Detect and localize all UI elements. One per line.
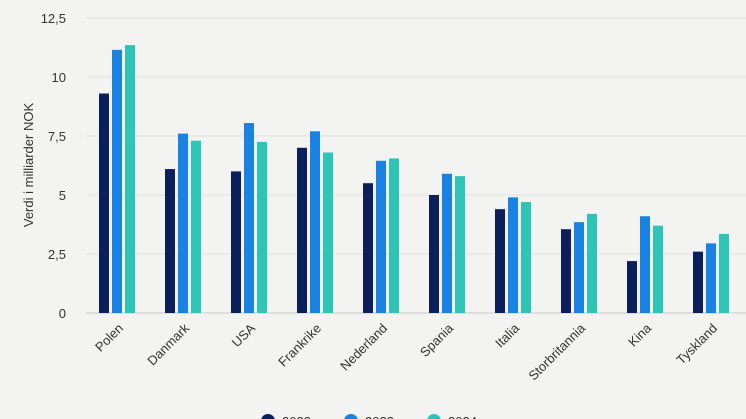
bar-2022-kina[interactable] <box>627 261 637 313</box>
y-tick-label: 5 <box>59 188 66 203</box>
bar-2023-frankrike[interactable] <box>310 131 320 313</box>
legend-item-2022[interactable]: 2022 <box>261 414 311 419</box>
bar-2024-nederland[interactable] <box>389 158 399 313</box>
y-tick-label: 2,5 <box>48 247 66 262</box>
bar-2024-kina[interactable] <box>653 225 663 313</box>
bar-2023-italia[interactable] <box>508 197 518 313</box>
bar-2024-italia[interactable] <box>521 202 531 313</box>
bar-2024-usa[interactable] <box>257 141 267 313</box>
bar-2022-polen[interactable] <box>99 93 109 314</box>
bar-2022-usa[interactable] <box>231 171 241 313</box>
bar-2023-polen[interactable] <box>112 49 122 314</box>
bar-2024-danmark[interactable] <box>191 140 201 313</box>
x-tick-label: Spania <box>417 320 457 360</box>
bar-2023-nederland[interactable] <box>376 160 386 313</box>
x-tick-label: Tyskland <box>673 321 720 368</box>
legend-item-2024[interactable]: 2024 <box>427 414 477 419</box>
y-axis: 0 2,5 5 7,5 10 12,5 <box>41 11 66 321</box>
bar-2023-tyskland[interactable] <box>706 243 716 313</box>
legend-label: 2022 <box>282 414 311 419</box>
bar-2023-storbritannia[interactable] <box>574 222 584 313</box>
y-tick-label: 12,5 <box>41 11 66 26</box>
bar-2023-spania[interactable] <box>442 173 452 313</box>
y-tick-label: 10 <box>52 70 66 85</box>
y-tick-label: 0 <box>59 306 66 321</box>
bar-2022-tyskland[interactable] <box>693 251 703 313</box>
x-axis: Polen Danmark USA Frankrike Nederland Spania I… <box>92 320 720 383</box>
x-tick-label: Storbritannia <box>525 320 588 383</box>
legend-label: 2023 <box>365 414 394 419</box>
bar-2023-usa[interactable] <box>244 123 254 314</box>
y-axis-label: Verdi i milliarder NOK <box>21 103 36 228</box>
bar-2022-spania[interactable] <box>429 195 439 313</box>
x-tick-label: Nederland <box>337 321 390 374</box>
bars <box>99 45 729 314</box>
legend[interactable]: 2022 2023 2024 <box>261 414 477 419</box>
x-tick-label: Frankrike <box>275 321 324 370</box>
x-tick-label: USA <box>229 320 259 350</box>
x-tick-label: Polen <box>92 321 126 355</box>
bar-2023-danmark[interactable] <box>178 133 188 313</box>
bar-2024-tyskland[interactable] <box>719 233 729 313</box>
bar-2022-nederland[interactable] <box>363 183 373 313</box>
legend-item-2023[interactable]: 2023 <box>344 414 394 419</box>
legend-marker <box>344 414 358 419</box>
x-tick-label: Italia <box>492 320 523 351</box>
bar-2024-frankrike[interactable] <box>323 152 333 313</box>
x-tick-label: Danmark <box>144 320 192 368</box>
bar-2023-kina[interactable] <box>640 216 650 313</box>
y-tick-label: 7,5 <box>48 129 66 144</box>
legend-marker <box>427 414 441 419</box>
bar-2022-frankrike[interactable] <box>297 147 307 313</box>
bar-2022-storbritannia[interactable] <box>561 229 571 313</box>
bar-2024-storbritannia[interactable] <box>587 213 597 313</box>
bar-2022-italia[interactable] <box>495 209 505 313</box>
x-tick-label: Kina <box>625 320 655 350</box>
legend-label: 2024 <box>448 414 477 419</box>
legend-marker <box>261 414 275 419</box>
bar-2024-spania[interactable] <box>455 176 465 313</box>
bar-2022-danmark[interactable] <box>165 169 175 313</box>
bar-2024-polen[interactable] <box>125 45 135 313</box>
